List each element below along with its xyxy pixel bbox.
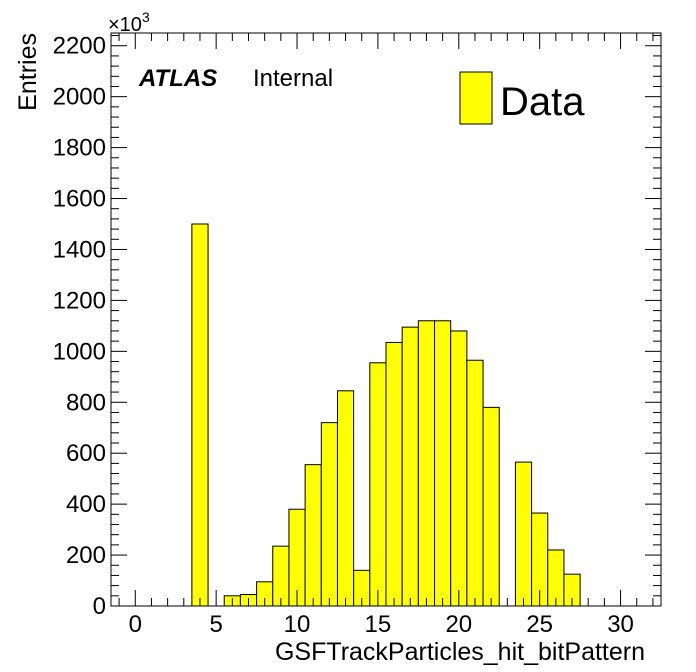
histogram-bar (401, 326, 419, 607)
histogram-bar (466, 359, 484, 607)
y-tick-label: 0 (93, 593, 106, 620)
x-tick-label: 25 (526, 611, 553, 638)
x-tick-label: 30 (607, 611, 634, 638)
histogram-bar (369, 362, 387, 607)
x-tick-label: 15 (365, 611, 392, 638)
x-tick-label: 10 (284, 611, 311, 638)
histogram-bar (385, 341, 403, 607)
y-multiplier: ×103 (108, 9, 150, 36)
y-tick-label: 1600 (53, 186, 106, 213)
histogram-bars (191, 223, 581, 607)
histogram-bar (450, 330, 468, 607)
histogram-bar (482, 406, 500, 607)
histogram-bar (547, 549, 565, 607)
y-tick-label: 2200 (53, 33, 106, 60)
x-tick-label: 5 (209, 611, 222, 638)
y-tick-label: 1800 (53, 135, 106, 162)
x-axis-label: GSFTrackParticles_hit_bitPattern (275, 638, 645, 666)
legend-swatch (459, 71, 493, 125)
histogram-bar (434, 320, 452, 607)
histogram-bar (191, 223, 209, 607)
y-axis-ticks: 0 200 400 600 800 1000 1200 1400 1600 1800 2000 220… (53, 33, 661, 620)
plot-frame (110, 32, 662, 607)
atlas-label: ATLAS (138, 65, 217, 92)
y-multiplier-base: ×10 (108, 14, 142, 36)
y-tick-label: 1400 (53, 236, 106, 263)
histogram-bar (514, 461, 533, 607)
x-tick-label: 0 (129, 611, 142, 638)
histogram-bar (304, 464, 322, 607)
histogram-bar (272, 545, 290, 607)
legend-label: Data (500, 80, 585, 124)
histogram-bar (320, 422, 338, 607)
x-tick-label: 20 (445, 611, 472, 638)
y-tick-label: 400 (66, 491, 106, 518)
y-multiplier-exponent: 3 (142, 9, 150, 25)
x-axis-ticks: 0 5 10 15 20 25 30 (118, 33, 654, 638)
y-tick-label: 200 (66, 542, 106, 569)
histogram-bar (417, 320, 436, 607)
y-tick-label: 2000 (53, 84, 106, 111)
y-tick-label: 1200 (53, 287, 106, 314)
atlas-sublabel: Internal (253, 65, 333, 92)
y-tick-label: 1000 (53, 338, 106, 365)
y-tick-label: 600 (66, 440, 106, 467)
y-tick-label: 800 (66, 389, 106, 416)
y-axis-label: Entries (14, 33, 42, 111)
histogram-bar (336, 390, 355, 607)
